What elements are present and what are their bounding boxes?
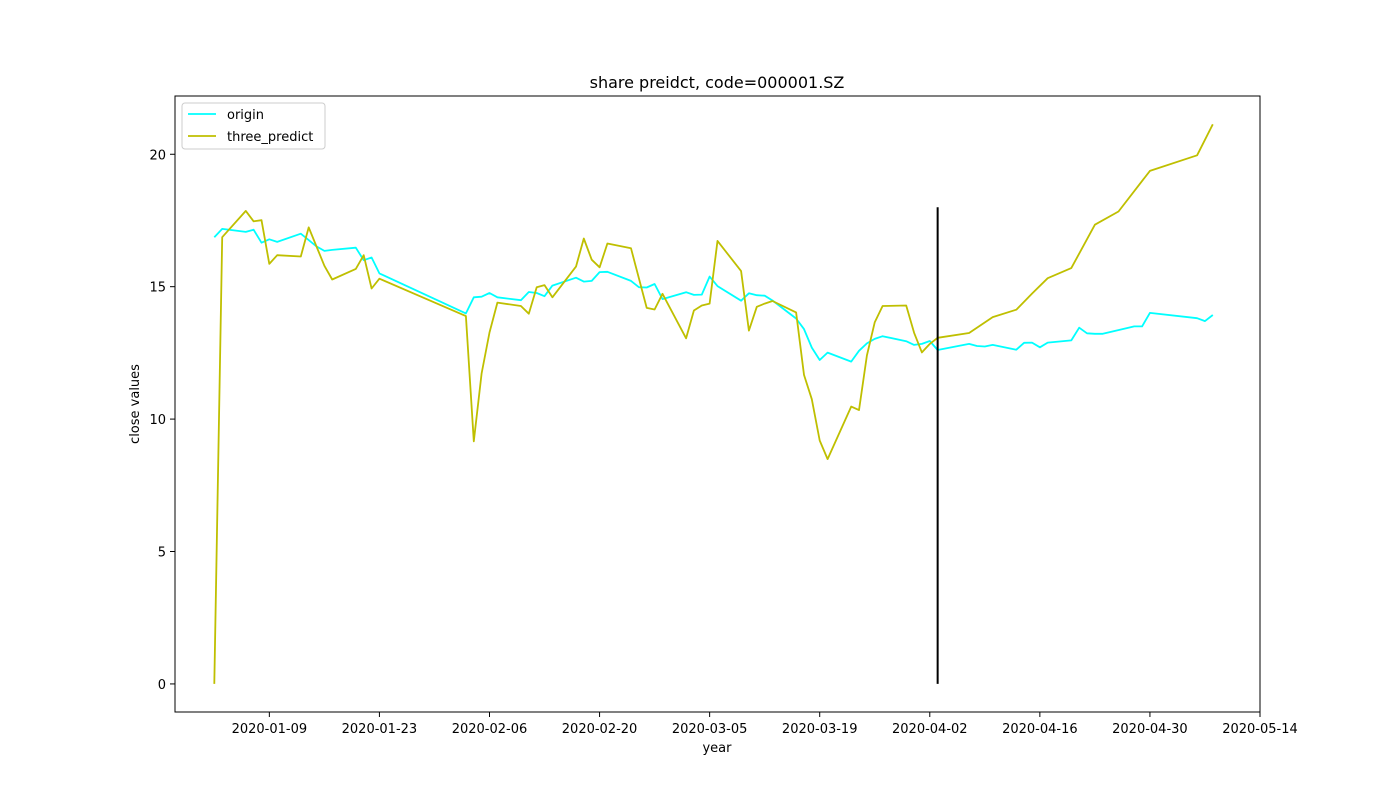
plot-frame <box>174 95 1261 713</box>
y-tick-label: 15 <box>149 281 166 296</box>
series-line-three-predict <box>213 123 1214 684</box>
legend-box <box>181 102 326 150</box>
x-axis: 2020-01-09 2020-01-23 2020-02-06 2020-02-20… <box>232 712 1298 737</box>
x-tick-label: 2020-01-23 <box>342 722 418 737</box>
y-tick-label: 5 <box>158 546 166 561</box>
y-tick-label: 0 <box>158 678 166 693</box>
y-axis: 0 5 10 15 20 <box>149 148 175 693</box>
legend: origin three_predict <box>181 102 326 150</box>
chart-title: share preidct, code=000001.SZ <box>590 73 845 92</box>
legend-label-three-predict: three_predict <box>227 130 313 145</box>
plot-area <box>213 123 1214 684</box>
y-axis-label: close values <box>128 364 143 444</box>
x-tick-label: 2020-02-06 <box>452 722 528 737</box>
y-tick-label: 20 <box>149 148 166 163</box>
x-tick-label: 2020-04-16 <box>1002 722 1078 737</box>
x-tick-label: 2020-02-20 <box>562 722 638 737</box>
x-axis-label: year <box>702 741 732 756</box>
x-tick-label: 2020-03-05 <box>672 722 748 737</box>
y-tick-label: 10 <box>149 413 166 428</box>
legend-label-origin: origin <box>227 108 264 123</box>
x-tick-label: 2020-04-30 <box>1112 722 1188 737</box>
x-tick-label: 2020-05-14 <box>1222 722 1298 737</box>
series-line-origin <box>213 227 1214 363</box>
x-tick-label: 2020-01-09 <box>232 722 308 737</box>
x-tick-label: 2020-03-19 <box>782 722 858 737</box>
x-tick-label: 2020-04-02 <box>892 722 968 737</box>
